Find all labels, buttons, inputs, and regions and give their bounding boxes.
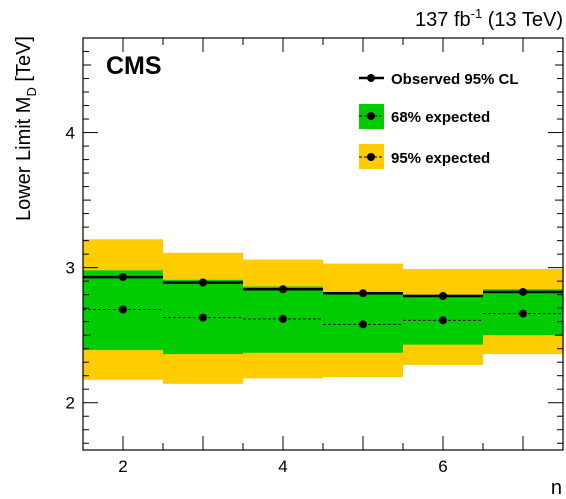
y-label-unit: [TeV] (13, 36, 35, 87)
legend-observed-marker (367, 74, 375, 82)
legend: Observed 95% CL 68% expected 95% expecte… (359, 71, 519, 169)
expected-median-group (83, 305, 563, 329)
legend-68-label: 68% expected (391, 109, 490, 126)
lumi-energy: (13 TeV) (482, 9, 563, 31)
cms-logo: CMS (106, 52, 162, 80)
x-tick-label-6: 6 (438, 457, 447, 476)
observed-limit-point-2 (119, 273, 127, 282)
observed-limit-point-6 (439, 292, 447, 301)
band-68-expected-group (83, 270, 563, 355)
observed-limit-group (83, 273, 563, 301)
y-label-subscript: D (24, 87, 39, 96)
expected-median-point-5 (359, 320, 367, 329)
legend-68-marker (367, 112, 375, 120)
expected-median-point-6 (439, 316, 447, 325)
y-label-main: Lower Limit M (13, 97, 35, 221)
y-axis-label: Lower Limit MD [TeV] (13, 36, 39, 221)
expected-median-point-2 (119, 305, 127, 314)
observed-limit-point-4 (279, 285, 287, 294)
x-tick-label-2: 2 (118, 457, 127, 476)
plot-frame (82, 37, 564, 451)
observed-limit-point-3 (199, 278, 207, 287)
lumi-exponent: -1 (471, 6, 483, 21)
tick-labels-group: 2 4 6 2 3 4 (66, 124, 448, 476)
y-tick-label-4: 4 (66, 124, 75, 143)
legend-observed-label: Observed 95% CL (391, 71, 519, 88)
lumi-value: 137 fb (415, 9, 471, 31)
observed-limit-point-7 (519, 287, 527, 296)
x-axis-label: n (551, 477, 562, 499)
y-tick-label-3: 3 (66, 259, 75, 278)
observed-limit-point-5 (359, 289, 367, 298)
expected-median-point-7 (519, 309, 527, 318)
y-tick-label-2: 2 (66, 394, 75, 413)
lumi-label: 137 fb-1 (13 TeV) (415, 6, 563, 31)
expected-median-point-4 (279, 314, 287, 323)
legend-95-marker (367, 153, 375, 161)
expected-median-point-3 (199, 313, 207, 322)
x-tick-label-4: 4 (278, 457, 287, 476)
legend-95-label: 95% expected (391, 150, 490, 167)
